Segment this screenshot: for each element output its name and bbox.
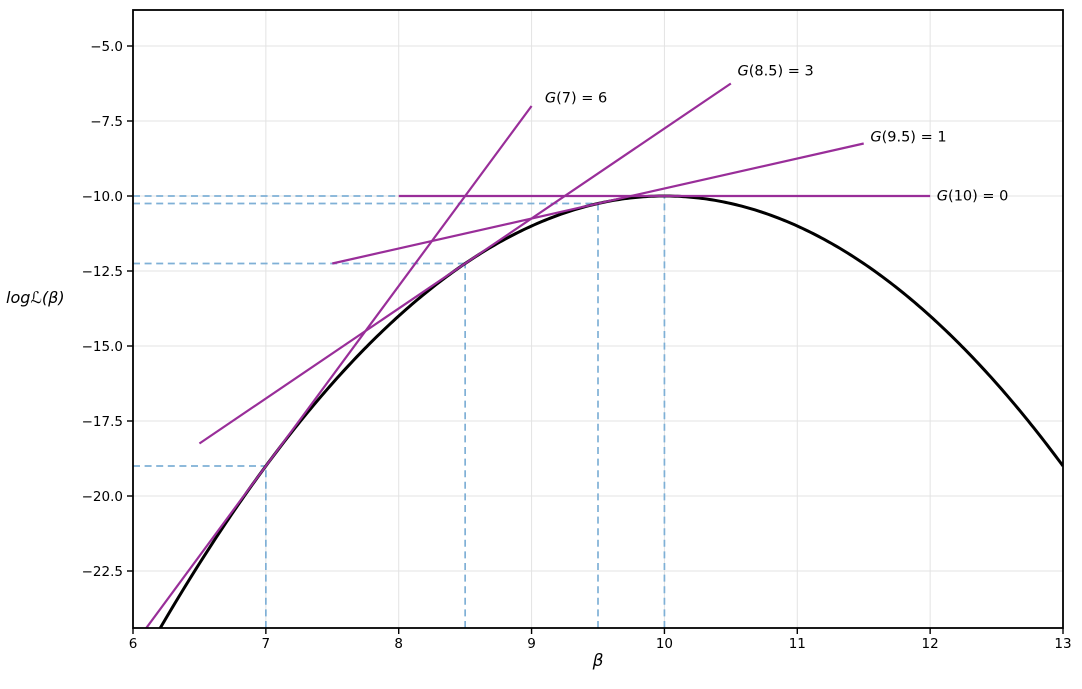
y-tick-label: −12.5: [82, 264, 123, 280]
x-tick-label: 13: [1054, 636, 1071, 652]
y-tick-label: −15.0: [82, 339, 123, 355]
y-tick-label: −20.0: [82, 489, 123, 505]
x-tick-label: 8: [394, 636, 403, 652]
tangent-line-8.5: [198, 82, 732, 445]
y-tick-label: −5.0: [90, 39, 123, 55]
x-tick-label: 12: [922, 636, 939, 652]
plot-border: [132, 9, 1064, 629]
y-tick-label: −22.5: [82, 564, 123, 580]
y-tick-label: −10.0: [82, 189, 123, 205]
tangent-label-10: G(10) = 0: [937, 189, 1009, 205]
tangent-label-7: G(7) = 6: [545, 91, 607, 107]
tangent-line-9.5: [332, 142, 864, 265]
x-tick-label: 11: [789, 636, 806, 652]
y-tick-label: −17.5: [82, 414, 123, 430]
tangent-label-9.5: G(9.5) = 1: [870, 130, 946, 146]
x-tick-label: 7: [262, 636, 271, 652]
y-tick-label: −7.5: [90, 114, 123, 130]
y-axis-label: logℒ(β): [6, 288, 65, 307]
tangent-label-8.5: G(8.5) = 3: [738, 64, 814, 80]
x-tick-label: 6: [129, 636, 138, 652]
x-axis-label: β: [592, 651, 604, 671]
x-tick-label: 10: [656, 636, 673, 652]
x-tick-label: 9: [527, 636, 536, 652]
tangent-line-7: [144, 105, 533, 628]
